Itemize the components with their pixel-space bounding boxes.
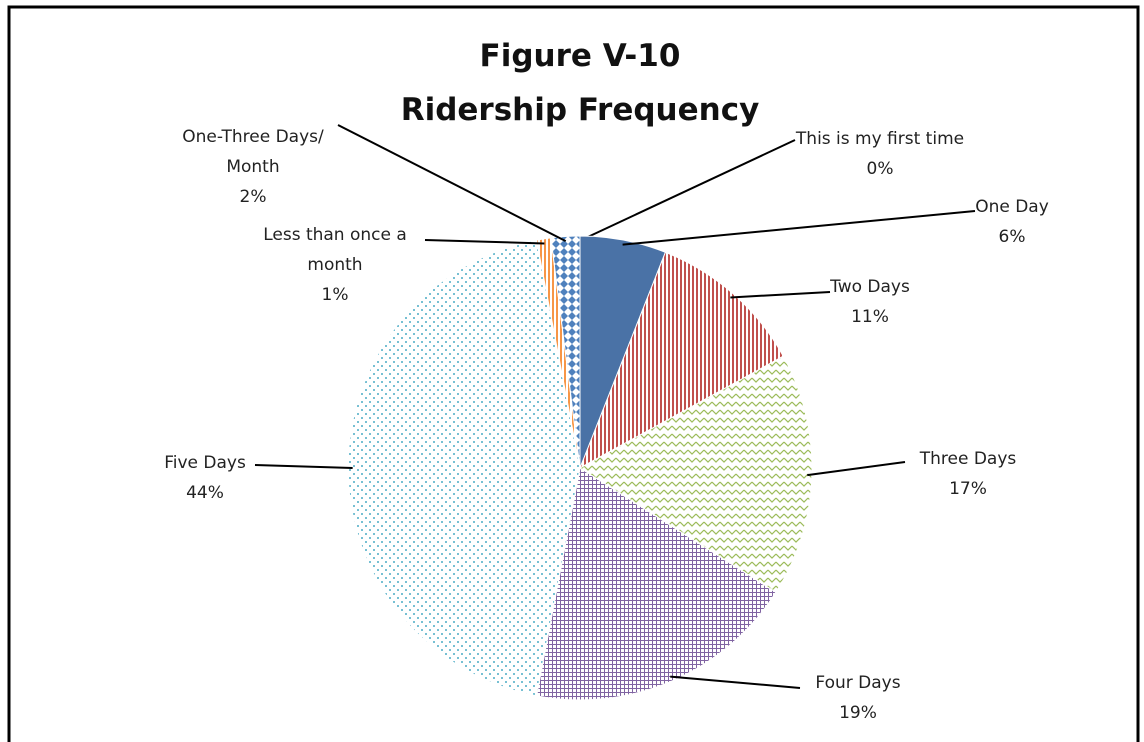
category-label: Two Days	[830, 277, 910, 297]
chart-title: Figure V-10	[479, 38, 681, 74]
category-label: Less than once a month	[263, 225, 407, 275]
category-label: One Day	[975, 197, 1049, 217]
leader-line	[622, 210, 976, 246]
chart-subtitle: Ridership Frequency	[400, 92, 760, 128]
chart-frame	[7, 5, 1140, 742]
leader-line	[670, 675, 801, 689]
category-label: Four Days	[815, 673, 901, 693]
category-label: Three Days	[919, 449, 1017, 469]
value-label: 6%	[998, 227, 1026, 247]
pie-slice	[579, 251, 784, 470]
slice-label: One-Three Days/ Month 2%	[143, 122, 363, 212]
slice-label: Two Days 11%	[760, 272, 980, 332]
leader-line	[807, 461, 906, 477]
value-label: 2%	[239, 187, 267, 207]
leader-line	[337, 124, 567, 242]
slice-label: This is my first time 0%	[770, 124, 990, 184]
slice-label: Five Days 44%	[95, 448, 315, 508]
leader-line	[254, 464, 353, 469]
leader-line	[730, 291, 831, 299]
value-label: 11%	[851, 307, 889, 327]
value-label: 1%	[321, 285, 349, 305]
pie-slice	[535, 467, 777, 701]
value-label: 44%	[186, 483, 224, 503]
slice-label: Three Days 17%	[858, 444, 1078, 504]
leader-line	[579, 139, 796, 242]
category-label: Five Days	[164, 453, 246, 473]
category-label: One-Three Days/ Month	[182, 127, 324, 177]
value-label: 17%	[949, 479, 987, 499]
slice-label: One Day 6%	[902, 192, 1122, 252]
category-label: This is my first time	[795, 129, 965, 149]
value-label: 0%	[866, 159, 894, 179]
slice-label: Less than once a month 1%	[225, 220, 445, 310]
pie-slice	[550, 235, 581, 469]
slice-label: Four Days 19%	[748, 668, 968, 728]
value-label: 19%	[839, 703, 877, 723]
leader-line	[424, 239, 545, 245]
